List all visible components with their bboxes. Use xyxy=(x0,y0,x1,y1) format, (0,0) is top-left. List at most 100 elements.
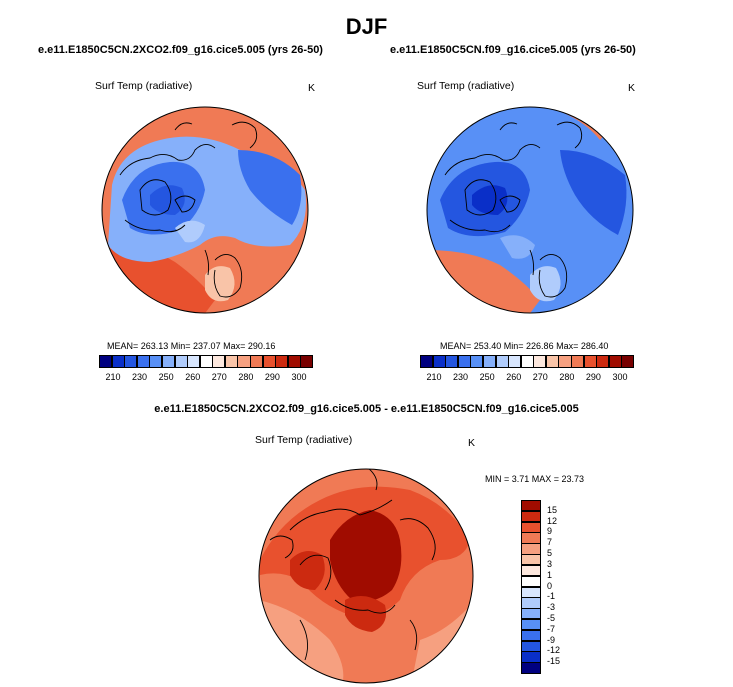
panel2-colorbar-tick-label: 210 xyxy=(426,372,442,382)
figure-title: DJF xyxy=(345,14,388,39)
panel2-greenland-sea xyxy=(500,235,535,259)
panel2-colorbar-tick-label: 280 xyxy=(559,372,575,382)
panel3-map-border xyxy=(258,468,474,684)
panel2-colorbar-cell xyxy=(520,355,534,368)
panel1-europe-mild xyxy=(205,266,235,302)
panel2-case-title: e.e11.E1850C5CN.f09_g16.cice5.005 (yrs 2… xyxy=(390,44,636,56)
panel1-colorbar-cell xyxy=(136,355,150,368)
panel1-colorbar-cell xyxy=(111,355,125,368)
panel3-colorbar-tick-label: 9 xyxy=(547,526,553,537)
panel3-colorbar-cell xyxy=(521,564,541,577)
panel1-map xyxy=(102,107,308,313)
panel1-colorbar-tick-label: 230 xyxy=(132,372,148,382)
panel3-colorbar-tick-label: 5 xyxy=(547,548,553,559)
panel2-colorbar-tick-label: 270 xyxy=(532,372,548,382)
panel3-colorbar-cell xyxy=(521,640,541,652)
panel2-coastlines xyxy=(444,121,583,298)
panel1-map-border xyxy=(101,106,309,314)
panel2-colorbar-cell xyxy=(596,355,610,368)
panel3-colorbar-cell xyxy=(521,500,541,512)
panel3-colorbar xyxy=(521,500,541,674)
panel2-europe-cool xyxy=(530,266,561,302)
panel1-colorbar-cell xyxy=(275,355,289,368)
panel3-stats: MIN = 3.71 MAX = 23.73 xyxy=(485,474,585,484)
panel1-units-label: K xyxy=(308,82,316,94)
panel2-canada-core xyxy=(472,185,508,215)
panel1-colorbar-cell xyxy=(124,355,138,368)
panel2-map-border xyxy=(426,106,634,314)
panel1-greenland-sea xyxy=(175,220,205,243)
panel2-colorbar-tick-label: 290 xyxy=(585,372,601,382)
panel3-colorbar-tick-label: 12 xyxy=(547,515,558,526)
panel3-colorbar-cell xyxy=(521,554,541,566)
panel3-variable-label: Surf Temp (radiative) xyxy=(255,434,353,446)
panel3-colorbar-cell xyxy=(521,651,541,663)
panel3-units-label: K xyxy=(468,437,476,449)
panel2-colorbar-cell xyxy=(495,355,509,368)
panel3-colorbar-tick-label: 0 xyxy=(547,580,553,591)
panel3-colorbar-cell xyxy=(521,629,541,642)
panel1-colorbar-cell xyxy=(149,355,163,368)
panel3-colorbar-cell xyxy=(521,662,541,674)
panel3-colorbar-tick-label: -9 xyxy=(547,634,556,645)
panel1-colorbar-cell xyxy=(300,355,314,368)
panel3-colorbar-cell xyxy=(521,608,541,620)
panel1-colorbar-cell xyxy=(250,355,264,368)
panel3-colorbar-tick-label: 3 xyxy=(547,558,553,569)
panel3-colorbar-tick-label: -5 xyxy=(547,612,556,623)
panel1-colorbar xyxy=(99,355,314,368)
panel1-colorbar-tick-label: 210 xyxy=(105,372,121,382)
panel2-colorbar-cell xyxy=(420,355,434,368)
panel1-siberia-cold xyxy=(238,150,302,225)
panel1-colorbar-cell xyxy=(287,355,301,368)
panel3-map xyxy=(259,469,473,683)
panel1-case-title: e.e11.E1850C5CN.2XCO2.f09_g16.cice5.005 … xyxy=(38,44,323,56)
panel3-colorbar-cell xyxy=(521,618,541,631)
panel3-colorbar-cell xyxy=(521,510,541,523)
panel2-colorbar-cell xyxy=(608,355,622,368)
panel1-coastlines xyxy=(119,121,258,298)
panel1-stats: MEAN= 263.13 Min= 237.07 Max= 290.16 xyxy=(107,341,276,351)
panel1-colorbar-cell xyxy=(212,355,226,368)
panel3-colorbar-cell xyxy=(521,597,541,609)
panel3-kara-warming xyxy=(345,596,387,632)
panel2-colorbar-cell xyxy=(545,355,559,368)
panel2-colorbar-cell xyxy=(583,355,597,368)
panel1-colorbar-cell xyxy=(224,355,238,368)
panel1-colorbar-cell xyxy=(199,355,213,368)
panel1-colorbar-tick-label: 250 xyxy=(158,372,174,382)
panel3-case-title: e.e11.E1850C5CN.2XCO2.f09_g16.cice5.005 … xyxy=(154,403,579,415)
panel2-colorbar xyxy=(420,355,635,368)
panel1-colorbar-cell xyxy=(187,355,201,368)
panel2-units-label: K xyxy=(628,82,636,94)
panel3-colorbar-tick-label: -7 xyxy=(547,623,556,634)
panel3-colorbar-tick-label: -3 xyxy=(547,602,556,613)
panel3-barents-warming xyxy=(290,551,325,590)
panel2-colorbar-cell xyxy=(470,355,484,368)
panel2-colorbar-cell xyxy=(558,355,572,368)
panel2-colorbar-tick-label: 260 xyxy=(506,372,522,382)
panel2-stats: MEAN= 253.40 Min= 226.86 Max= 286.40 xyxy=(440,341,609,351)
panel1-canada-core xyxy=(150,185,185,215)
panel3-arctic-ocean-max xyxy=(330,510,402,602)
panel2-colorbar-cell xyxy=(482,355,497,368)
panel2-colorbar-cell xyxy=(533,355,547,368)
panel3-colorbar-cell xyxy=(521,532,541,544)
panel2-variable-label: Surf Temp (radiative) xyxy=(417,80,515,92)
panel1-colorbar-tick-label: 290 xyxy=(264,372,280,382)
panel3-colorbar-tick-label: -12 xyxy=(547,645,561,656)
panel1-colorbar-cell xyxy=(262,355,276,368)
panel2-colorbar-tick-label: 250 xyxy=(479,372,495,382)
panel1-variable-label: Surf Temp (radiative) xyxy=(95,80,193,92)
panel1-colorbar-tick-label: 300 xyxy=(291,372,307,382)
panel1-colorbar-tick-label: 280 xyxy=(238,372,254,382)
panel2-colorbar-tick-label: 230 xyxy=(453,372,469,382)
panel3-colorbar-tick-label: -1 xyxy=(547,591,556,602)
panel3-colorbar-tick-label: 1 xyxy=(547,569,553,580)
panel3-colorbar-tick-label: 7 xyxy=(547,537,553,548)
panel2-colorbar-cell xyxy=(508,355,522,368)
panel2-colorbar-cell xyxy=(445,355,459,368)
panel3-coastlines xyxy=(269,469,436,661)
panel1-colorbar-cell xyxy=(237,355,251,368)
